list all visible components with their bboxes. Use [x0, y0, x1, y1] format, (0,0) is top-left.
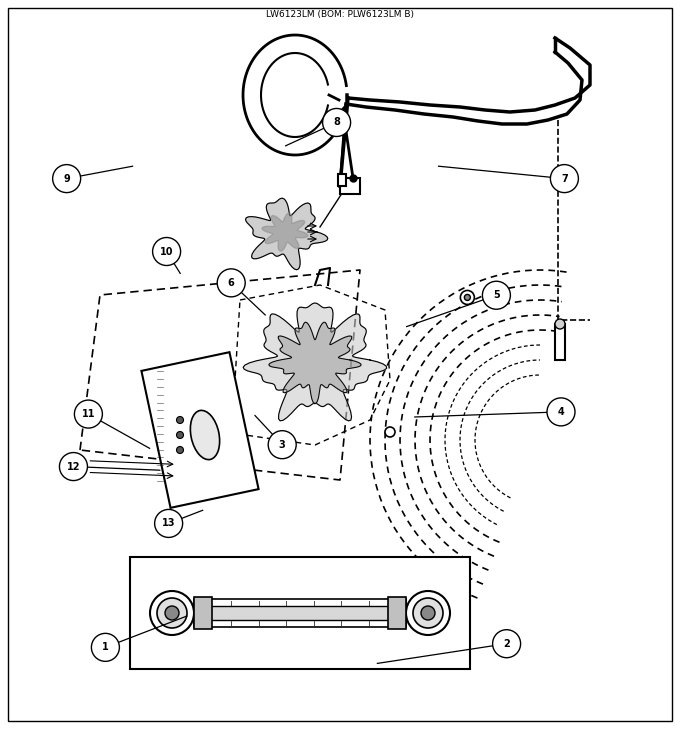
Circle shape — [177, 432, 184, 439]
Text: 8: 8 — [333, 117, 340, 128]
Circle shape — [177, 446, 184, 453]
Circle shape — [492, 630, 521, 658]
Circle shape — [464, 295, 471, 300]
Text: 10: 10 — [160, 246, 173, 257]
Circle shape — [157, 598, 187, 628]
Circle shape — [547, 398, 575, 426]
Text: 7: 7 — [561, 174, 568, 184]
Polygon shape — [245, 198, 328, 270]
Circle shape — [52, 165, 81, 192]
Polygon shape — [262, 213, 308, 251]
Circle shape — [385, 427, 395, 437]
Bar — [555, 324, 565, 360]
Circle shape — [154, 510, 183, 537]
Circle shape — [406, 591, 450, 635]
Text: 11: 11 — [82, 409, 95, 419]
Circle shape — [482, 281, 511, 309]
Text: 6: 6 — [228, 278, 235, 288]
Text: 5: 5 — [493, 290, 500, 300]
Polygon shape — [269, 322, 361, 404]
Circle shape — [177, 416, 184, 424]
Circle shape — [413, 598, 443, 628]
Bar — [388, 597, 406, 629]
Circle shape — [165, 606, 179, 620]
Bar — [130, 557, 470, 669]
Bar — [338, 174, 346, 186]
Text: 3: 3 — [279, 440, 286, 450]
Circle shape — [555, 319, 565, 329]
Circle shape — [150, 591, 194, 635]
Bar — [194, 599, 406, 627]
Text: 13: 13 — [162, 518, 175, 529]
Circle shape — [421, 606, 435, 620]
Circle shape — [460, 290, 475, 305]
Bar — [141, 352, 258, 508]
Circle shape — [550, 165, 579, 192]
Polygon shape — [243, 303, 387, 421]
Ellipse shape — [190, 410, 220, 459]
Bar — [340, 178, 360, 194]
Text: 2: 2 — [503, 639, 510, 649]
Bar — [202, 606, 398, 620]
Text: 1: 1 — [102, 642, 109, 652]
Text: LW6123LM (BOM: PLW6123LM B): LW6123LM (BOM: PLW6123LM B) — [266, 9, 414, 18]
Circle shape — [59, 453, 88, 480]
Circle shape — [268, 431, 296, 459]
Text: 12: 12 — [67, 461, 80, 472]
Circle shape — [74, 400, 103, 428]
Circle shape — [91, 634, 120, 661]
Bar — [194, 597, 212, 629]
Text: 9: 9 — [63, 174, 70, 184]
Circle shape — [322, 109, 351, 136]
Text: 4: 4 — [558, 407, 564, 417]
Circle shape — [152, 238, 181, 265]
Circle shape — [217, 269, 245, 297]
